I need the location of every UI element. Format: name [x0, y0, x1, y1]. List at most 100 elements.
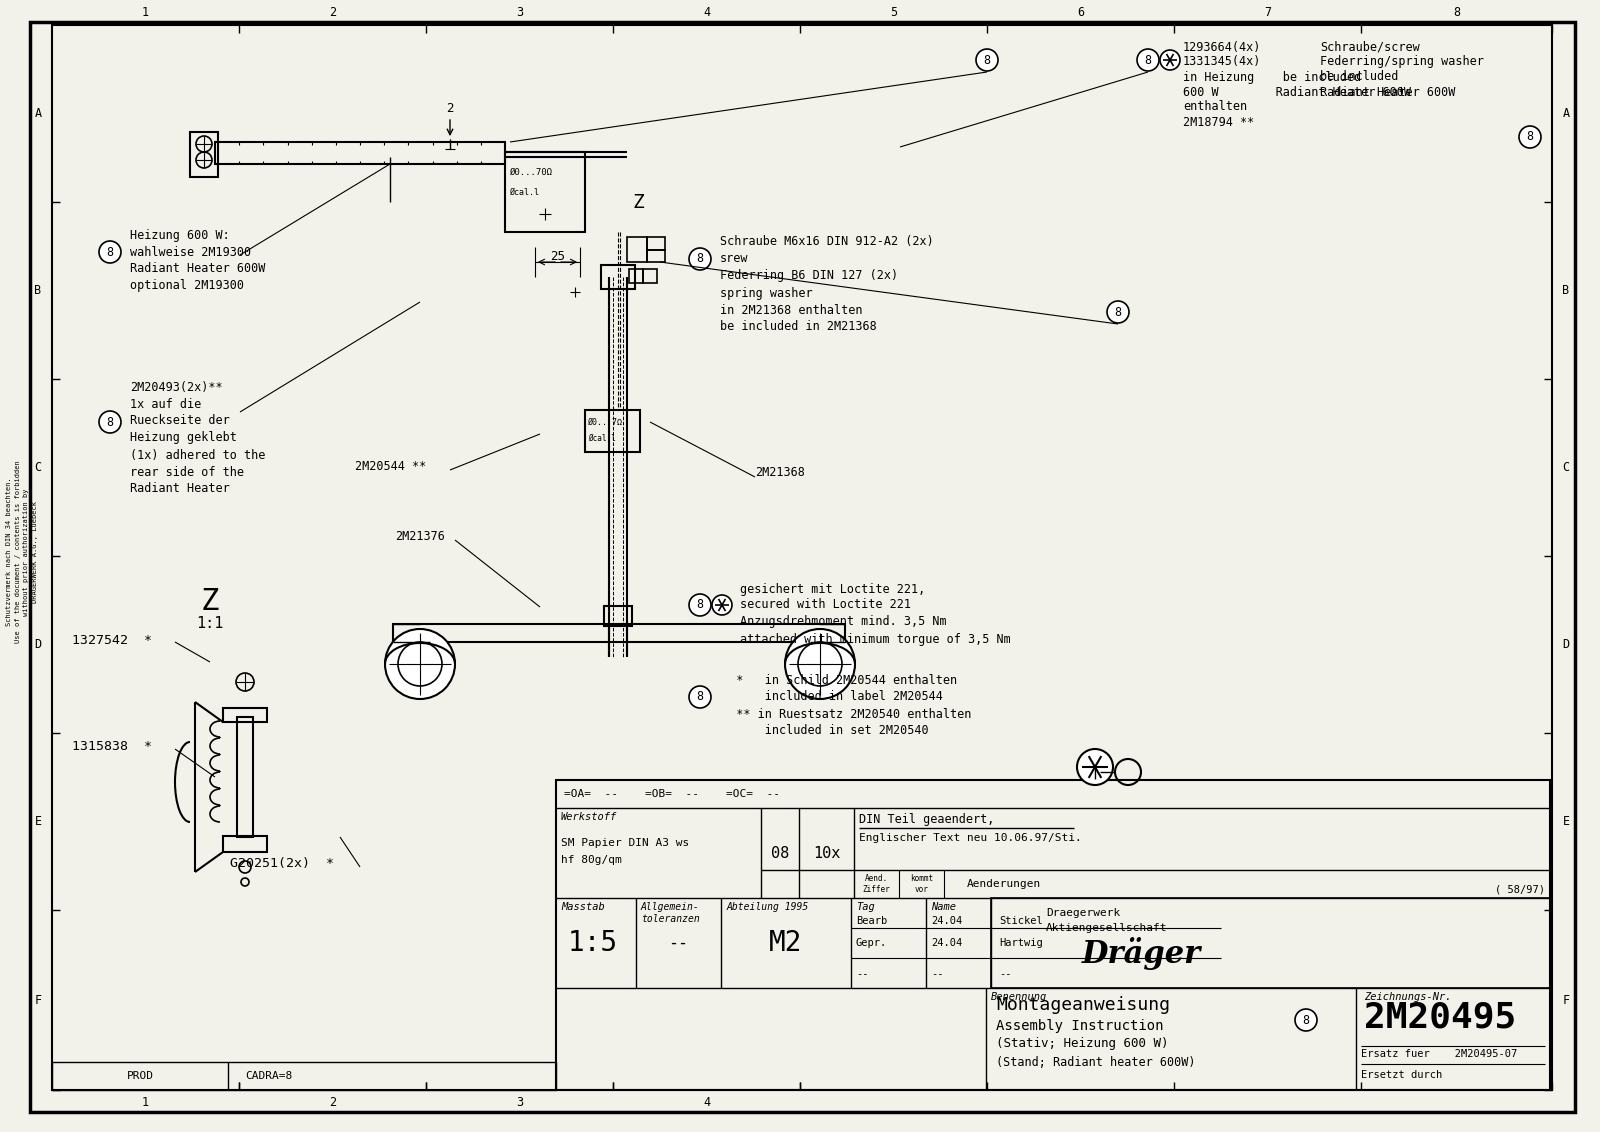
Text: Allgemein-
toleranzen: Allgemein- toleranzen [642, 902, 699, 924]
Text: 8: 8 [696, 691, 704, 703]
Text: *   in Schild 2M20544 enthalten: * in Schild 2M20544 enthalten [722, 674, 957, 686]
Text: Draegerwerk: Draegerwerk [1046, 908, 1120, 918]
Text: in 2M21368 enthalten: in 2M21368 enthalten [720, 303, 862, 317]
Text: Ø0...7Ω: Ø0...7Ω [589, 418, 622, 427]
Text: 1:5: 1:5 [568, 929, 618, 957]
Text: Federring B6 DIN 127 (2x): Federring B6 DIN 127 (2x) [720, 269, 898, 283]
Text: (Stativ; Heizung 600 W): (Stativ; Heizung 600 W) [995, 1038, 1168, 1050]
Bar [506, 152, 586, 232]
Text: D: D [1563, 638, 1570, 651]
Circle shape [690, 594, 710, 616]
Text: (Stand; Radiant heater 600W): (Stand; Radiant heater 600W) [995, 1055, 1195, 1069]
Circle shape [798, 642, 842, 686]
Text: included in set 2M20540: included in set 2M20540 [722, 724, 928, 738]
Text: Ø0...70Ω: Ø0...70Ω [510, 168, 554, 177]
Text: Tag: Tag [856, 902, 875, 912]
Bar [646, 250, 666, 261]
Bar [605, 606, 632, 626]
Text: A: A [1563, 108, 1570, 120]
Text: ( 58/97): ( 58/97) [1494, 885, 1546, 895]
Text: 2M18794 **: 2M18794 ** [1182, 115, 1254, 129]
Circle shape [386, 629, 454, 698]
Text: Ersatz fuer    2M20495-07: Ersatz fuer 2M20495-07 [1362, 1049, 1517, 1060]
Bar [222, 837, 267, 852]
Text: kommt
vor: kommt vor [910, 874, 933, 893]
Text: 600 W        Radiant Heater 600W: 600 W Radiant Heater 600W [1182, 86, 1411, 98]
Bar [394, 624, 845, 642]
Text: Øcal.l: Øcal.l [510, 188, 541, 197]
Text: Radiant Heater 600W: Radiant Heater 600W [1320, 86, 1456, 98]
Text: 2: 2 [330, 7, 336, 19]
Text: 4: 4 [702, 7, 710, 19]
Text: enthalten: enthalten [1182, 101, 1246, 113]
Text: 8: 8 [696, 599, 704, 611]
Text: Aend.
Ziffer: Aend. Ziffer [862, 874, 890, 893]
Text: 24.04: 24.04 [931, 938, 962, 947]
Text: Name: Name [931, 902, 957, 912]
Text: Aktiengesellschaft: Aktiengesellschaft [1046, 923, 1168, 933]
Text: 8: 8 [1302, 1013, 1309, 1027]
Text: Øcal.l: Øcal.l [589, 434, 616, 443]
Text: Aenderungen: Aenderungen [966, 880, 1042, 889]
Text: 1: 1 [142, 7, 149, 19]
Text: 2M20495: 2M20495 [1363, 1001, 1517, 1035]
Text: Anzugsdrehmoment mind. 3,5 Nm: Anzugsdrehmoment mind. 3,5 Nm [739, 616, 947, 628]
Text: 25: 25 [550, 249, 565, 263]
Bar [629, 269, 643, 283]
Circle shape [1077, 749, 1114, 784]
Text: 8: 8 [1144, 53, 1152, 67]
Circle shape [690, 248, 710, 271]
Text: 2M20544 **: 2M20544 ** [355, 461, 426, 473]
Text: Werkstoff: Werkstoff [562, 812, 618, 822]
Text: Federring/spring washer: Federring/spring washer [1320, 55, 1483, 69]
Bar [602, 265, 635, 289]
Text: Heizung geklebt: Heizung geklebt [130, 431, 237, 445]
Text: Schraube M6x16 DIN 912-A2 (2x): Schraube M6x16 DIN 912-A2 (2x) [720, 235, 934, 249]
Text: 7: 7 [1264, 7, 1270, 19]
Text: secured with Loctite 221: secured with Loctite 221 [739, 599, 910, 611]
Circle shape [690, 686, 710, 708]
Text: Dräger: Dräger [1082, 936, 1200, 969]
Text: B: B [35, 284, 42, 297]
Text: 2: 2 [330, 1096, 336, 1108]
Text: (1x) adhered to the: (1x) adhered to the [130, 448, 266, 462]
Text: 8: 8 [1115, 306, 1122, 318]
Text: C: C [1563, 461, 1570, 474]
Circle shape [1138, 49, 1158, 71]
Bar [643, 269, 658, 283]
Text: 1x auf die: 1x auf die [130, 397, 202, 411]
Text: M2: M2 [770, 929, 803, 957]
Circle shape [1107, 301, 1130, 323]
Text: SM Papier DIN A3 ws: SM Papier DIN A3 ws [562, 838, 690, 848]
Text: DIN Teil geaendert,: DIN Teil geaendert, [859, 813, 994, 826]
Bar [222, 708, 267, 722]
Text: 1: 1 [142, 1096, 149, 1108]
Bar [51, 1062, 557, 1090]
Circle shape [976, 49, 998, 71]
Text: wahlweise 2M19300: wahlweise 2M19300 [130, 246, 251, 258]
Text: 8: 8 [1526, 130, 1533, 144]
Text: attached with minimum torgue of 3,5 Nm: attached with minimum torgue of 3,5 Nm [739, 633, 1011, 645]
Text: --: -- [998, 969, 1011, 979]
Text: =OA=  --    =OB=  --    =OC=  --: =OA= -- =OB= -- =OC= -- [563, 789, 781, 799]
Text: 08: 08 [771, 846, 789, 860]
Circle shape [1518, 126, 1541, 148]
Text: F: F [35, 994, 42, 1006]
Text: Z: Z [634, 192, 645, 212]
Text: 1327542  *: 1327542 * [72, 634, 152, 646]
Text: E: E [35, 815, 42, 827]
Text: 24.04: 24.04 [931, 916, 962, 926]
Text: hf 80g/qm: hf 80g/qm [562, 855, 622, 865]
Text: Radiant Heater: Radiant Heater [130, 482, 230, 496]
Text: 8: 8 [107, 246, 114, 258]
Text: 8: 8 [1453, 7, 1461, 19]
Text: be included in 2M21368: be included in 2M21368 [720, 320, 877, 334]
Text: srew: srew [720, 252, 749, 266]
Text: spring washer: spring washer [720, 286, 813, 300]
Text: Ersetzt durch: Ersetzt durch [1362, 1070, 1442, 1080]
Circle shape [99, 411, 122, 434]
Text: F: F [1563, 994, 1570, 1006]
Text: Assembly Instruction: Assembly Instruction [995, 1019, 1163, 1034]
Text: 1315838  *: 1315838 * [72, 740, 152, 754]
Text: 8: 8 [696, 252, 704, 266]
